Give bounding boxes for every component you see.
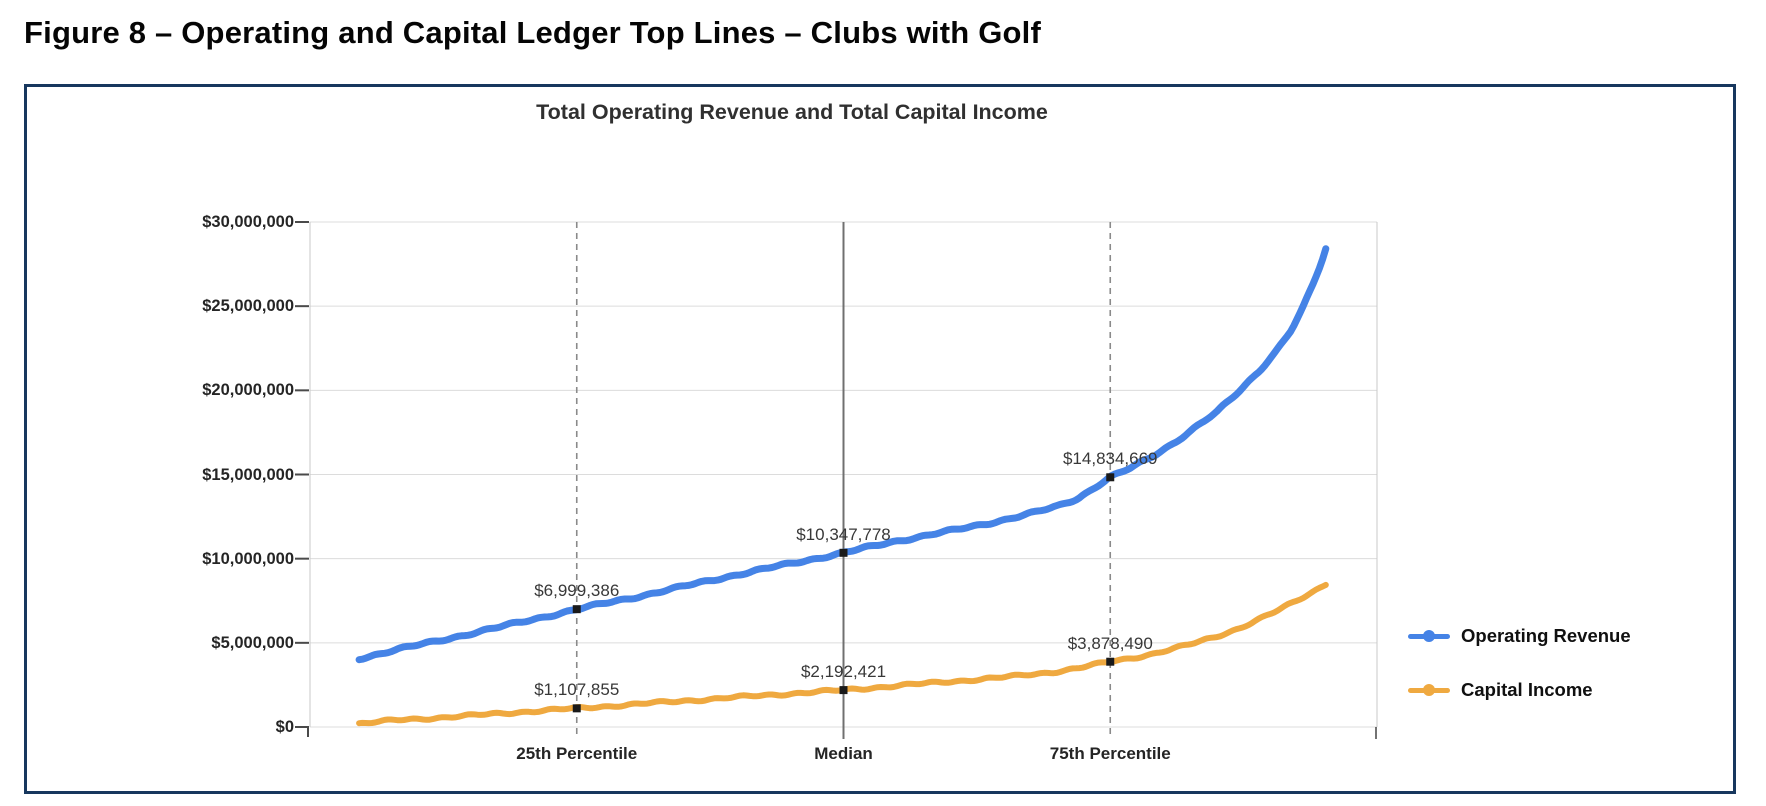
chart-title: Total Operating Revenue and Total Capita… — [536, 100, 1048, 124]
legend-item-operating-revenue: Operating Revenue — [1408, 625, 1631, 647]
data-label-operating-revenue-median: $10,347,778 — [796, 524, 891, 544]
y-axis-tick-label: $25,000,000 — [202, 297, 294, 316]
y-axis-tick-label: $5,000,000 — [211, 633, 294, 652]
y-axis-tick-label: $15,000,000 — [202, 465, 294, 484]
y-axis-tick-label: $30,000,000 — [202, 213, 294, 231]
data-label-operating-revenue-25th: $6,999,386 — [534, 581, 620, 601]
legend-label-operating-revenue: Operating Revenue — [1461, 625, 1631, 646]
y-axis-tick-label: $0 — [275, 718, 294, 736]
x-axis-label-75th-percentile: 75th Percentile — [1049, 744, 1171, 763]
legend-label-capital-income: Capital Income — [1461, 679, 1593, 700]
legend-marker-operating-revenue-icon — [1408, 630, 1450, 642]
x-axis-label-25th-percentile: 25th Percentile — [516, 744, 638, 763]
data-label-capital-income-median: $2,192,421 — [800, 662, 887, 682]
legend-dot-icon — [1423, 630, 1435, 642]
figure-border-box — [24, 84, 1736, 794]
data-label-capital-income-25th: $1,107,855 — [534, 680, 620, 700]
y-axis-tick-label: $20,000,000 — [202, 381, 294, 400]
data-label-capital-income-75th: $3,878,490 — [1067, 633, 1153, 653]
y-axis-tick-label: $10,000,000 — [202, 549, 294, 568]
legend-item-capital-income: Capital Income — [1408, 679, 1593, 701]
data-label-operating-revenue-75th: $14,834,669 — [1062, 449, 1158, 469]
legend-dot-icon — [1423, 684, 1435, 696]
figure-title: Figure 8 – Operating and Capital Ledger … — [24, 15, 1041, 50]
legend-marker-capital-income-icon — [1408, 684, 1450, 696]
x-axis-label-median: Median — [814, 744, 873, 763]
